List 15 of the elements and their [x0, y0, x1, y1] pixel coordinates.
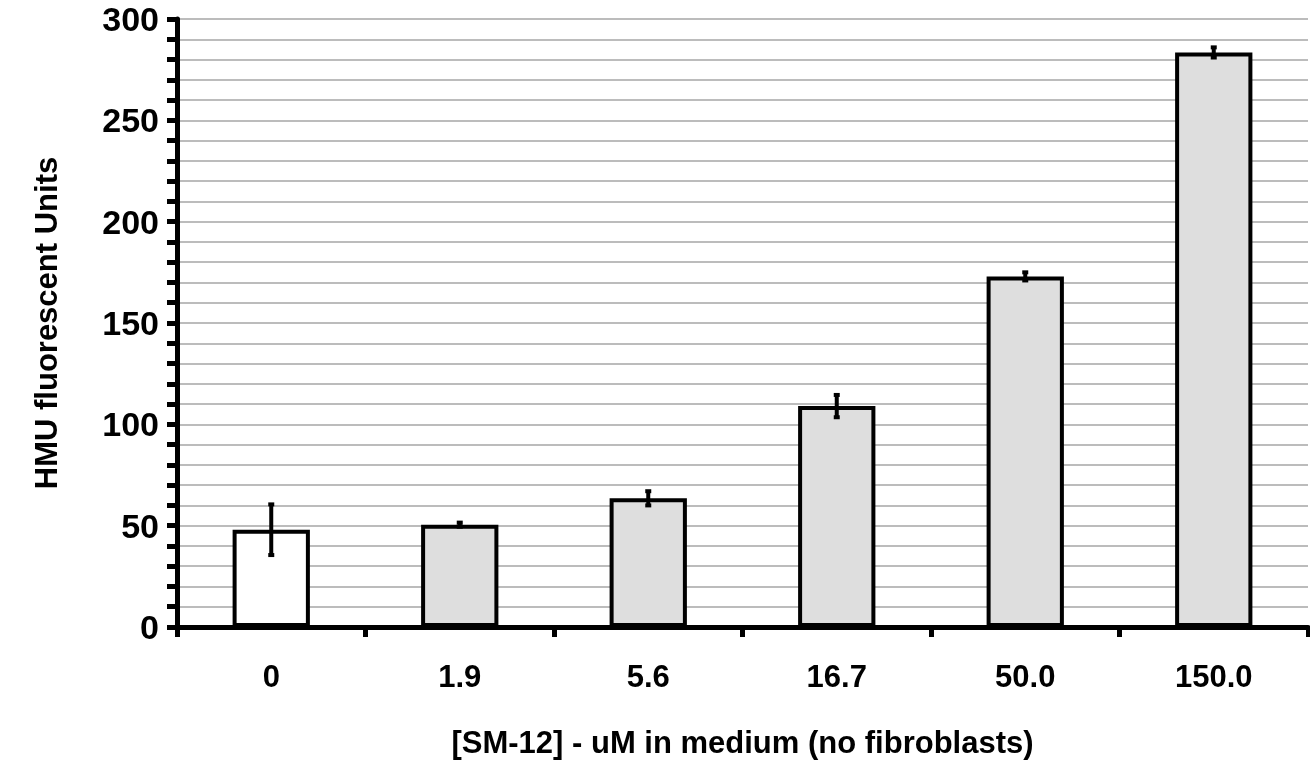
y-axis-title: HMU fluorescent Units [29, 156, 64, 490]
x-tick-label: 16.7 [806, 659, 867, 694]
x-tick-label: 50.0 [995, 659, 1056, 694]
x-tick-label: 5.6 [626, 659, 670, 694]
x-axis-title: [SM-12] - uM in medium (no fibroblasts) [451, 725, 1034, 760]
y-tick-label: 100 [102, 405, 159, 444]
y-tick-label: 250 [102, 101, 159, 140]
x-tick-label: 1.9 [438, 659, 482, 694]
x-tick-label: 0 [262, 659, 280, 694]
x-tick-label: 150.0 [1174, 659, 1253, 694]
y-tick-label: 0 [140, 608, 159, 646]
y-tick-label: 50 [121, 506, 159, 545]
y-tick-label: 200 [102, 202, 159, 241]
y-tick-label: 150 [102, 304, 159, 342]
y-tick-label: 300 [102, 0, 159, 38]
